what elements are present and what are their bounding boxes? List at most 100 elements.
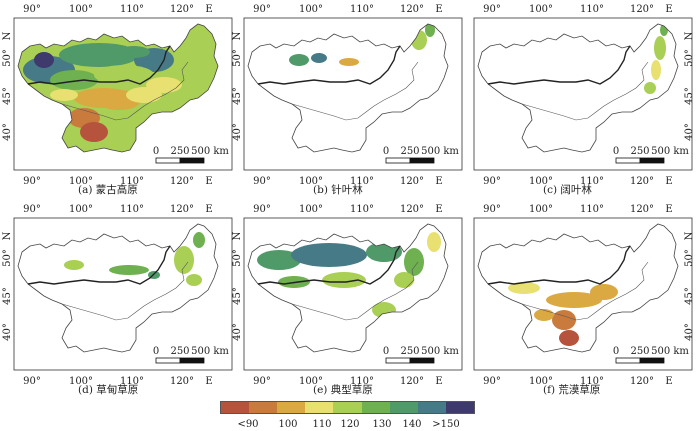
vegetation-patch (411, 30, 427, 50)
caption-d: (d) 草甸草原 (78, 384, 139, 396)
lon-tick-bottom: 100° (529, 176, 553, 187)
vegetation-patch (193, 232, 205, 248)
panel-b: 90° 90° 100° 100° 110° 110° 120° 120° E E 50° 45° 40… (232, 0, 465, 200)
map-frame (13, 217, 233, 371)
lat-tick: N (2, 31, 13, 40)
lat-tick: 40° (232, 123, 243, 141)
vegetation-patch (651, 60, 661, 80)
lon-tick-bottom: 90° (23, 176, 41, 187)
lon-tick-top: 90° (23, 4, 41, 15)
scale-label: 250 (630, 146, 649, 157)
plateau-outline (17, 23, 219, 153)
map-frame (243, 17, 463, 171)
vegetation-patch (118, 46, 150, 58)
national-border (27, 245, 171, 285)
lon-tick-top: 110° (580, 4, 604, 15)
vegetation-layer (644, 24, 668, 94)
lon-tick-top: 100° (529, 4, 553, 15)
vegetation-layer (257, 232, 441, 318)
scale-label: 500 km (651, 346, 689, 357)
lon-tick-top: 110° (120, 204, 144, 215)
lon-tick-top: 120° (400, 4, 424, 15)
caption-a: (a) 蒙古高原 (78, 184, 138, 196)
scale-bar: 0 250 500 km (153, 346, 229, 364)
map-frame (473, 217, 693, 371)
vegetation-patch (50, 89, 78, 101)
map-svg-e: 90° 90° 100° 100° 110° 110° 120° 120° E E 50° 45° 40… (232, 204, 463, 387)
panel-d: 90° 90° 100° 100° 110° 110° 120° 120° E E 50° 45° 40… (2, 200, 235, 400)
lon-tick-top: 120° (170, 4, 194, 15)
lon-tick-bottom: 90° (253, 376, 271, 387)
vegetation-patch (174, 246, 194, 274)
lat-tick: 45° (232, 87, 243, 105)
lat-tick: 50° (232, 49, 243, 67)
national-border (27, 45, 171, 85)
lon-tick-top: 120° (170, 204, 194, 215)
caption-c: (c) 阔叶林 (543, 184, 592, 196)
legend-swatch (361, 402, 390, 413)
lon-tick-top: 100° (69, 204, 93, 215)
legend-swatch (445, 402, 474, 413)
legend-swatch (417, 402, 446, 413)
lon-tick-bottom: E (205, 176, 212, 187)
national-border (257, 245, 401, 285)
scale-label: 250 (400, 146, 419, 157)
legend-swatch (305, 402, 334, 413)
legend-label: 130 (372, 419, 392, 430)
lon-tick-bottom: 120° (630, 376, 654, 387)
lon-tick-top: E (665, 204, 672, 215)
vegetation-patch (546, 292, 602, 308)
legend-swatch (221, 402, 250, 413)
lat-tick: 50° (2, 249, 13, 267)
lat-tick: N (684, 31, 695, 40)
lat-tick: 50° (684, 249, 695, 267)
scale-label: 0 (153, 146, 159, 157)
lon-tick-bottom: 90° (483, 376, 501, 387)
scale-label: 500 km (191, 346, 229, 357)
lon-tick-top: 90° (253, 4, 271, 15)
lon-tick-top: 90° (23, 204, 41, 215)
scale-label: 250 (630, 346, 649, 357)
vegetation-patch (372, 302, 396, 318)
lon-tick-bottom: 110° (350, 176, 374, 187)
lon-tick-top: 100° (69, 4, 93, 15)
vegetation-patch (534, 309, 554, 321)
map-svg-f: 90° 90° 100° 100° 110° 110° 120° 120° E E 50° 45° 40… (473, 204, 695, 387)
panel-e: 90° 90° 100° 100° 110° 110° 120° 120° E E 50° 45° 40… (232, 200, 465, 400)
internal-boundary (61, 61, 189, 121)
vegetation-patch (590, 284, 618, 300)
vegetation-patch (644, 82, 656, 94)
panel-a: 90° 90° 100° 100° 110° 110° 120° 120° E E 50° 45° 40… (2, 0, 235, 200)
scale-label: 250 (400, 346, 419, 357)
national-border (257, 45, 401, 85)
lon-tick-top: 100° (299, 4, 323, 15)
lon-tick-bottom: 100° (69, 376, 93, 387)
scale-label: 0 (383, 346, 389, 357)
vegetation-patch (311, 53, 327, 63)
internal-boundary (521, 261, 649, 321)
lat-tick: 45° (684, 87, 695, 105)
internal-boundary (521, 61, 649, 121)
lat-tick: 50° (232, 249, 243, 267)
lon-tick-top: 90° (483, 4, 501, 15)
scale-label: 0 (613, 146, 619, 157)
scale-label: 250 (170, 146, 189, 157)
scale-label: 500 km (651, 146, 689, 157)
scale-bar: 0 250 500 km (153, 146, 229, 164)
lon-tick-top: 90° (483, 204, 501, 215)
scale-bar: 0 250 500 km (383, 146, 459, 164)
lat-tick: 40° (684, 323, 695, 341)
lon-tick-bottom: 110° (350, 376, 374, 387)
vegetation-layer (64, 232, 205, 286)
vegetation-patch (59, 43, 139, 67)
vegetation-patch (404, 248, 424, 276)
lon-tick-top: 110° (580, 204, 604, 215)
legend-label: 140 (402, 419, 422, 430)
map-svg-c: 90° 90° 100° 100° 110° 110° 120° 120° E E 50° 45° 40… (473, 4, 695, 187)
caption-f: (f) 荒漠草原 (543, 384, 601, 396)
vegetation-patch (34, 52, 54, 68)
lon-tick-top: 110° (350, 4, 374, 15)
lat-tick: N (684, 231, 695, 240)
lat-tick: N (232, 231, 243, 240)
lon-tick-bottom: 120° (170, 376, 194, 387)
